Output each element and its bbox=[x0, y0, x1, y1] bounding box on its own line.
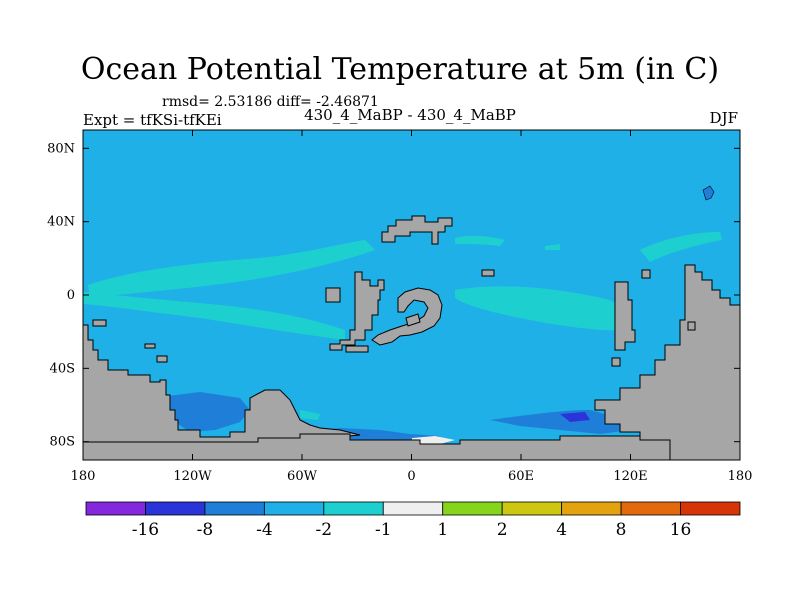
y-tick-label: 40N bbox=[47, 215, 75, 230]
land-islet-e bbox=[345, 345, 369, 353]
colorbar-swatch bbox=[680, 501, 741, 516]
warm-band-indian bbox=[455, 286, 630, 331]
map-title: Ocean Potential Temperature at 5m (in C) bbox=[80, 52, 720, 87]
y-tick-label: 0 bbox=[67, 288, 75, 303]
cool-band-south-east bbox=[490, 410, 630, 434]
land-east-islet bbox=[641, 269, 651, 279]
colorbar-swatch bbox=[263, 501, 325, 516]
land-east-islet-2 bbox=[687, 321, 696, 331]
colorbar-label: 4 bbox=[556, 520, 567, 540]
land-center bbox=[329, 271, 385, 351]
warm-band-east bbox=[640, 232, 722, 262]
colorbar-label: 16 bbox=[670, 520, 692, 540]
land-layer bbox=[83, 215, 740, 460]
warm-band-equatorial-west bbox=[83, 292, 345, 340]
warm-band-atlantic-north bbox=[88, 240, 375, 298]
land-north-center bbox=[381, 215, 453, 245]
colorbar-swatch bbox=[561, 501, 622, 516]
x-tick-label: 0 bbox=[407, 469, 415, 484]
colorbar-label: -2 bbox=[316, 520, 333, 540]
x-tick-label: 180 bbox=[71, 469, 96, 484]
x-tick-label: 60E bbox=[508, 469, 534, 484]
land-islet-c bbox=[156, 355, 168, 363]
colorbar-label: -16 bbox=[132, 520, 159, 540]
warm-band-south-center bbox=[300, 410, 320, 420]
land-east bbox=[594, 264, 740, 460]
x-tick-label: 120W bbox=[173, 469, 212, 484]
colorbar-swatch bbox=[382, 501, 444, 516]
y-tick-label: 80S bbox=[50, 435, 75, 450]
colorbar-swatch bbox=[204, 501, 265, 516]
cool-band-south-west bbox=[168, 392, 250, 432]
experiment-label: Expt = tfKSi-tfKEi bbox=[83, 111, 222, 129]
colorbar-swatch bbox=[145, 501, 206, 516]
colorbar-label: -4 bbox=[256, 520, 273, 540]
colorbar-label: -1 bbox=[375, 520, 392, 540]
warm-band-small bbox=[545, 244, 560, 250]
x-tick-label: 180 bbox=[728, 469, 753, 484]
colorbar-swatch bbox=[442, 501, 503, 516]
land-east-island bbox=[614, 281, 636, 351]
comparison-label: 430_4_MaBP - 430_4_MaBP bbox=[304, 106, 516, 124]
x-tick-label: 60W bbox=[287, 469, 318, 484]
land-east-islet-3 bbox=[611, 357, 621, 367]
colorbar-swatch bbox=[85, 501, 146, 516]
colorbar: -16 -8 -4 -2 -1 1 2 4 8 16 bbox=[85, 501, 741, 540]
land-islet-a bbox=[92, 319, 107, 327]
season-label: DJF bbox=[709, 109, 738, 127]
colorbar-label: -8 bbox=[197, 520, 214, 540]
map-field bbox=[83, 130, 740, 460]
cool-spot-northeast bbox=[702, 185, 715, 201]
y-tick-label: 40S bbox=[50, 361, 75, 376]
neutral-patch bbox=[412, 436, 455, 444]
land-spiral bbox=[371, 287, 443, 346]
colorbar-label: 8 bbox=[616, 520, 627, 540]
axis-ticks: 180 120W 60W 0 60E 120E 180 80N 40N 0 40S 80S bbox=[47, 130, 752, 484]
stats-label: rmsd= 2.53186 diff= -2.46871 bbox=[162, 94, 379, 110]
y-tick-label: 80N bbox=[47, 141, 75, 156]
colorbar-label: 1 bbox=[437, 520, 448, 540]
colorbar-swatch bbox=[501, 501, 563, 516]
colorbar-label: 2 bbox=[497, 520, 508, 540]
colorbar-swatch bbox=[323, 501, 384, 516]
land-west bbox=[83, 324, 361, 460]
cool-band-south-deep bbox=[560, 412, 590, 422]
land-center-islet bbox=[325, 287, 341, 303]
land-islet-b bbox=[144, 343, 156, 349]
colorbar-swatch bbox=[620, 501, 681, 516]
x-tick-label: 120E bbox=[613, 469, 647, 484]
warm-band-mid bbox=[455, 235, 505, 246]
land-islet-d bbox=[481, 269, 495, 277]
land-spiral-inner bbox=[405, 313, 421, 327]
